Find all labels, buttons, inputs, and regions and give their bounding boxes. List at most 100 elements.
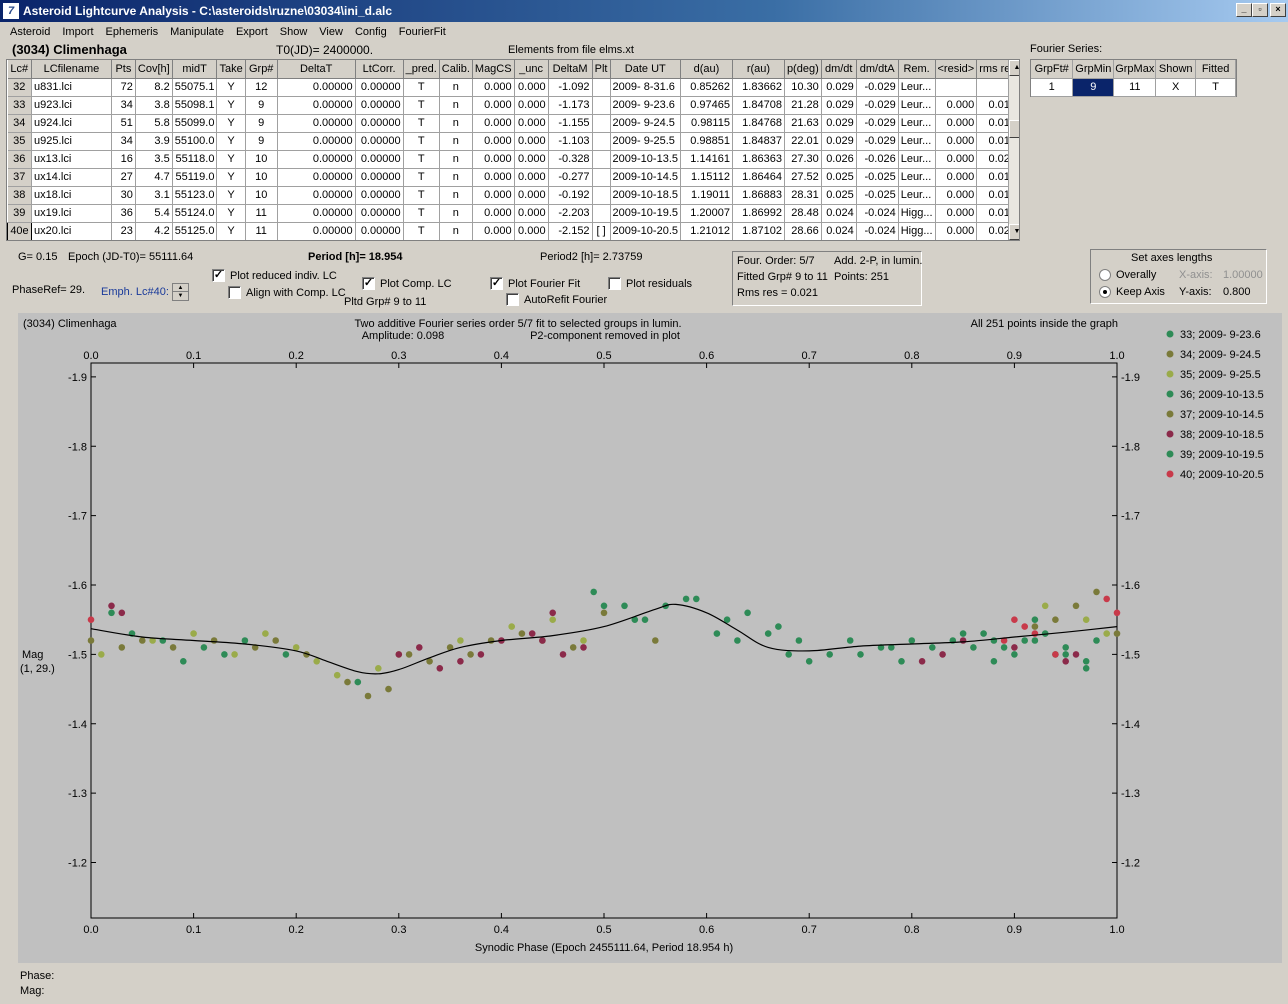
table-cell[interactable]: n [439, 150, 473, 169]
table-cell[interactable] [592, 150, 611, 169]
table-cell[interactable]: 0.000 [514, 168, 549, 187]
table-cell[interactable] [592, 78, 611, 97]
table-row[interactable]: 40e ux20.lci 23 4.2 55125.0 Y 11 0.00000 0.00000… [7, 221, 1019, 240]
table-cell[interactable]: n [439, 96, 473, 115]
table-cell[interactable]: Y [216, 150, 246, 169]
menu-export[interactable]: Export [235, 26, 268, 38]
table-cell[interactable]: -0.024 [856, 222, 899, 240]
table-col-header[interactable]: p(deg) [784, 60, 822, 79]
table-cell[interactable]: 0.000 [514, 78, 549, 97]
table-cell[interactable]: T [403, 150, 440, 169]
table-cell[interactable]: 55098.1 [172, 96, 218, 115]
table-cell[interactable]: 5.8 [135, 114, 173, 133]
table-cell[interactable]: 0.000 [472, 132, 515, 151]
table-row[interactable]: 32 u831.lci 72 8.2 55075.1 Y 12 0.00000 0.00000 T… [7, 78, 1019, 97]
lightcurve-table[interactable]: Lc# LCfilename Pts Cov[h] midT Take Grp# DeltaT… [6, 59, 1020, 241]
table-col-header[interactable]: Take [216, 60, 246, 79]
row-header-cell[interactable]: 33 [7, 96, 32, 115]
table-cell[interactable]: 1.14161 [680, 150, 733, 169]
table-cell[interactable]: 0.98115 [680, 114, 733, 133]
table-cell[interactable]: 0.000 [935, 114, 978, 133]
table-cell[interactable]: 1.20007 [680, 204, 733, 223]
table-cell[interactable]: 22.01 [784, 132, 822, 151]
row-header-cell[interactable]: 38 [7, 186, 32, 205]
table-cell[interactable]: 0.000 [935, 222, 978, 240]
fourier-col-shown[interactable]: Shown [1155, 60, 1197, 79]
table-cell[interactable]: T [403, 96, 440, 115]
table-scrollbar[interactable]: ▲ ▼ [1008, 60, 1019, 240]
table-cell[interactable]: Leur... [898, 132, 936, 151]
checkbox-empty[interactable] [506, 293, 519, 306]
check-icon[interactable]: ✓ [490, 277, 503, 290]
row-header-cell[interactable]: 40e [7, 221, 32, 240]
table-cell[interactable]: Higg... [898, 204, 936, 223]
table-cell[interactable]: 9 [245, 114, 278, 133]
table-cell[interactable]: 16 [111, 150, 136, 169]
table-cell[interactable]: ux14.lci [31, 168, 112, 187]
table-cell[interactable]: -0.025 [856, 168, 899, 187]
table-cell[interactable]: -0.024 [856, 204, 899, 223]
table-cell[interactable]: 0.000 [514, 96, 549, 115]
table-cell[interactable]: 2009-10-14.5 [610, 168, 682, 187]
table-cell[interactable]: 34 [111, 96, 136, 115]
table-cell[interactable]: -0.029 [856, 96, 899, 115]
table-cell[interactable]: 0.029 [821, 78, 857, 97]
table-cell[interactable]: 0.000 [935, 204, 978, 223]
table-cell[interactable] [935, 78, 978, 97]
radio-dot-selected[interactable] [1099, 286, 1111, 298]
table-cell[interactable]: 1.15112 [680, 168, 733, 187]
table-col-header[interactable]: dm/dt [821, 60, 857, 79]
restore-button[interactable]: ▫ [1252, 3, 1268, 17]
table-cell[interactable]: 1.19011 [680, 186, 733, 205]
checkbox-empty[interactable] [228, 286, 241, 299]
scroll-thumb[interactable] [1009, 120, 1019, 138]
table-cell[interactable]: -0.029 [856, 114, 899, 133]
table-cell[interactable]: 1.86883 [732, 186, 785, 205]
table-cell[interactable]: 0.000 [472, 150, 515, 169]
table-cell[interactable]: 55100.0 [172, 132, 218, 151]
table-cell[interactable]: 0.000 [472, 168, 515, 187]
table-cell[interactable]: Y [216, 114, 246, 133]
check-icon[interactable]: ✓ [212, 269, 225, 282]
checkbox-empty[interactable] [608, 277, 621, 290]
table-cell[interactable]: -2.152 [548, 222, 593, 240]
table-cell[interactable]: 1.84708 [732, 96, 785, 115]
table-cell[interactable]: Y [216, 78, 246, 97]
table-cell[interactable] [592, 168, 611, 187]
menu-show[interactable]: Show [279, 26, 308, 38]
table-cell[interactable]: 5.4 [135, 204, 173, 223]
table-cell[interactable]: -0.029 [856, 132, 899, 151]
fourier-grpft-cell[interactable]: 1 [1031, 78, 1074, 97]
table-cell[interactable]: Leur... [898, 78, 936, 97]
table-cell[interactable]: 0.029 [821, 114, 857, 133]
table-cell[interactable]: u923.lci [31, 96, 112, 115]
table-cell[interactable]: T [403, 168, 440, 187]
table-cell[interactable]: 3.5 [135, 150, 173, 169]
table-col-header[interactable]: Rem. [898, 60, 936, 79]
table-cell[interactable]: T [403, 222, 440, 240]
table-cell[interactable]: -0.026 [856, 150, 899, 169]
table-cell[interactable]: 2009- 9-25.5 [610, 132, 682, 151]
table-cell[interactable]: 55075.1 [172, 78, 218, 97]
table-cell[interactable]: 0.000 [472, 186, 515, 205]
table-cell[interactable]: n [439, 204, 473, 223]
table-cell[interactable]: 11 [245, 222, 278, 240]
table-cell[interactable]: 0.00000 [355, 132, 404, 151]
table-cell[interactable]: 0.97465 [680, 96, 733, 115]
table-cell[interactable]: Y [216, 204, 246, 223]
table-cell[interactable]: 30 [111, 186, 136, 205]
table-cell[interactable]: 55125.0 [172, 222, 218, 240]
table-cell[interactable]: 0.00000 [277, 186, 356, 205]
table-cell[interactable]: 2009- 9-24.5 [610, 114, 682, 133]
table-cell[interactable]: 0.000 [514, 132, 549, 151]
table-col-header[interactable]: Lc# [7, 60, 32, 79]
table-cell[interactable]: 0.000 [472, 96, 515, 115]
table-cell[interactable]: u925.lci [31, 132, 112, 151]
fourier-row[interactable]: 1 9 11 X T [1031, 78, 1236, 97]
table-cell[interactable]: n [439, 78, 473, 97]
table-cell[interactable]: Leur... [898, 168, 936, 187]
table-cell[interactable]: 27.52 [784, 168, 822, 187]
table-cell[interactable]: 0.00000 [355, 96, 404, 115]
table-cell[interactable]: n [439, 168, 473, 187]
